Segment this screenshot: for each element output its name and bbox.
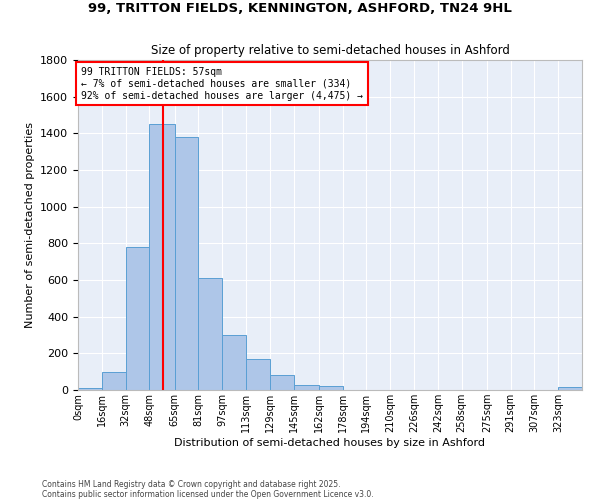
Text: Contains HM Land Registry data © Crown copyright and database right 2025.
Contai: Contains HM Land Registry data © Crown c… — [42, 480, 374, 499]
Bar — [78, 388, 102, 390]
Bar — [102, 372, 125, 390]
Text: 99, TRITTON FIELDS, KENNINGTON, ASHFORD, TN24 9HL: 99, TRITTON FIELDS, KENNINGTON, ASHFORD,… — [88, 2, 512, 16]
Bar — [293, 384, 319, 390]
Bar — [270, 376, 293, 390]
X-axis label: Distribution of semi-detached houses by size in Ashford: Distribution of semi-detached houses by … — [175, 438, 485, 448]
Bar — [246, 359, 270, 390]
Bar — [149, 124, 175, 390]
Bar — [175, 137, 199, 390]
Y-axis label: Number of semi-detached properties: Number of semi-detached properties — [25, 122, 35, 328]
Text: 99 TRITTON FIELDS: 57sqm
← 7% of semi-detached houses are smaller (334)
92% of s: 99 TRITTON FIELDS: 57sqm ← 7% of semi-de… — [81, 68, 363, 100]
Bar — [319, 386, 343, 390]
Bar — [199, 278, 222, 390]
Bar — [222, 335, 246, 390]
Title: Size of property relative to semi-detached houses in Ashford: Size of property relative to semi-detach… — [151, 44, 509, 58]
Bar — [125, 247, 149, 390]
Bar — [558, 387, 582, 390]
